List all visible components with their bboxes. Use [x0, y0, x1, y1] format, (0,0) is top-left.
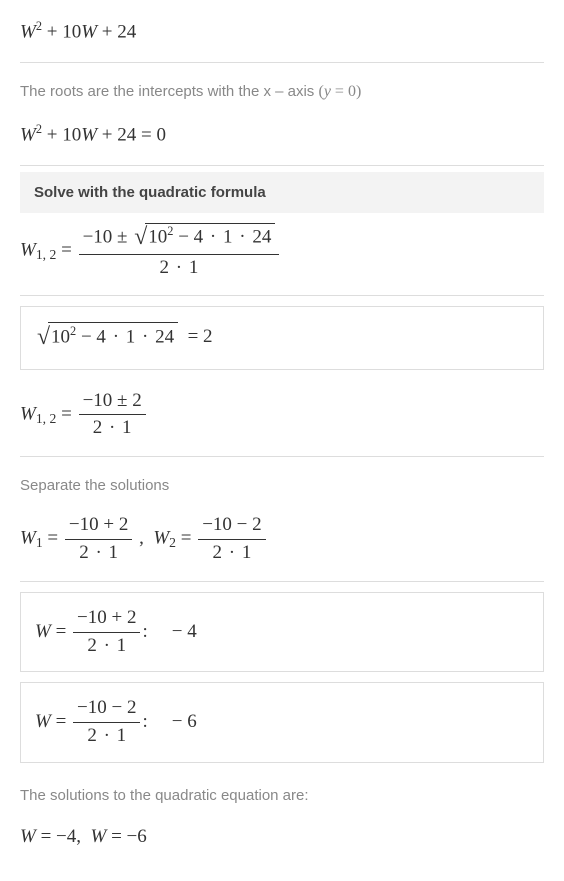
step-header-quadratic[interactable]: Solve with the quadratic formula [20, 172, 544, 213]
divider [20, 581, 544, 582]
solution-1-box[interactable]: W = −10 + 22 · 1:− 4 [20, 592, 544, 673]
solution-2: W = −10 − 22 · 1:− 6 [35, 693, 529, 752]
roots-explainer-paren: (y = 0) [318, 83, 361, 100]
original-expression: W2 + 10W + 24 [20, 8, 544, 56]
final-solutions-label: The solutions to the quadratic equation … [20, 773, 544, 814]
equation-equals-zero: W2 + 10W + 24 = 0 [20, 111, 544, 159]
divider [20, 295, 544, 296]
quadratic-formula-substituted: W1, 2 = −10 ± √102 − 4 · 1 · 242 · 1 [20, 213, 544, 290]
divider [20, 165, 544, 166]
solution-1: W = −10 + 22 · 1:− 4 [35, 603, 529, 662]
discriminant-box[interactable]: √102 − 4 · 1 · 24 = 2 [20, 306, 544, 369]
roots-explainer-text: The roots are the intercepts with the x … [20, 83, 318, 100]
discriminant-result: √102 − 4 · 1 · 24 = 2 [35, 317, 529, 358]
final-solutions: W = −4, W = −6 [20, 814, 544, 861]
divider [20, 456, 544, 457]
formula-simplified: W1, 2 = −10 ± 22 · 1 [20, 380, 544, 451]
roots-explainer: The roots are the intercepts with the x … [20, 69, 544, 111]
separated-solutions: W1 = −10 + 22 · 1 , W2 = −10 − 22 · 1 [20, 504, 544, 575]
solution-panel: W2 + 10W + 24 The roots are the intercep… [0, 0, 564, 881]
solution-2-box[interactable]: W = −10 − 22 · 1:− 6 [20, 682, 544, 763]
separate-solutions-label: Separate the solutions [20, 463, 544, 504]
divider [20, 62, 544, 63]
